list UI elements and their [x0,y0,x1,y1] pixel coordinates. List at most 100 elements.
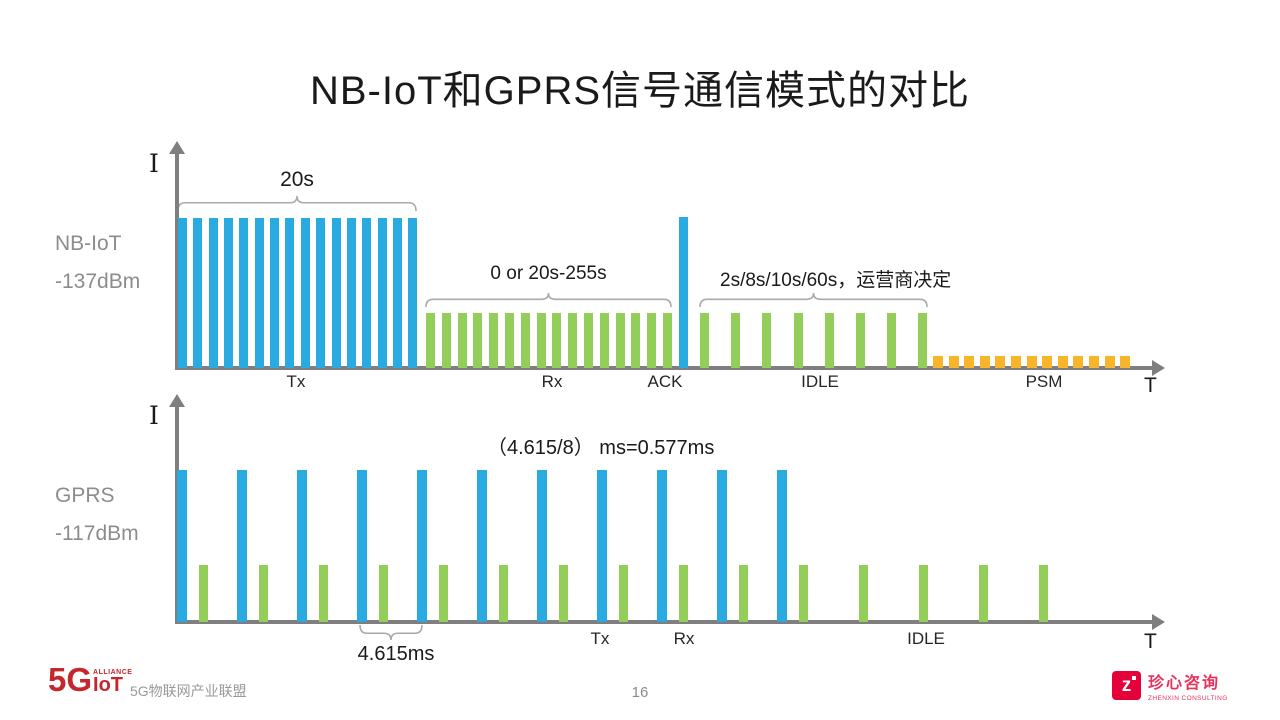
nbiot-phase-rx: Rx [541,372,563,391]
5giot-logo-5g-text: 5G [48,661,93,698]
tx-pulse [392,218,402,368]
idle-pulse [918,313,928,368]
rx-pulse [599,313,609,368]
nbiot-idle-duration-annotation: 2s/8s/10s/60s，运营商决定 [720,270,952,291]
tx-pulse [597,470,607,622]
tx-pulse [657,470,667,622]
rx-pulse [457,313,467,368]
tx-pulse [297,470,307,622]
tx-pulse [285,218,295,368]
rx-idle-pulse [379,565,388,622]
rx-pulse [489,313,499,368]
5giot-logo-iot-text: IoT [93,674,124,697]
gprs-power-label: -117dBm [55,522,139,545]
rx-idle-pulse [799,565,808,622]
tx-pulse [331,218,341,368]
tx-pulse [417,470,427,622]
ack-pulse [679,217,688,368]
rx-pulse [615,313,625,368]
zhenxin-subtitle: ZHENXIN CONSULTING [1148,695,1228,702]
nbiot-x-axis [175,366,1153,370]
rx-idle-pulse [619,565,628,622]
idle-pulse [887,313,897,368]
gprs-y-axis [175,405,179,624]
gprs-phase-tx: Tx [590,629,610,648]
rx-pulse [426,313,435,368]
idle-pulse [700,313,709,368]
rx-pulse [505,313,514,368]
rx-idle-pulse [439,565,448,622]
tx-pulse [237,470,247,622]
5giot-logo-alliance-text: ALLIANCE [93,669,133,677]
rx-idle-pulse [499,565,508,622]
rx-pulse [520,313,530,368]
tx-pulse [362,218,372,368]
zhenxin-logo-dot [1132,676,1136,680]
gprs-x-axis-label: T [1144,630,1157,653]
tx-pulse [193,218,203,368]
tx-pulse [316,218,326,368]
tx-pulse [377,218,387,368]
idle-pulse [824,313,834,368]
zhenxin-name: 珍心咨询 [1148,675,1221,692]
gprs-phase-idle: IDLE [907,629,945,648]
rx-pulse [568,313,578,368]
gprs-frame-duration-annotation: 4.615ms [357,643,435,665]
rx-idle-pulse [559,565,568,622]
rx-pulse [441,313,451,368]
gprs-y-axis-label: I [149,401,159,430]
tx-pulse [224,218,234,368]
tx-pulse [346,218,356,368]
nbiot-power-label: -137dBm [55,270,141,293]
idle-pulse [793,313,803,368]
nbiot-phase-ack: ACK [647,372,683,391]
idle-pulse [762,313,772,368]
nbiot-phase-psm: PSM [1025,372,1063,391]
gprs-slot-formula-annotation: （4.615/8） ms=0.577ms [487,437,715,459]
zhenxin-logo-text: 珍心咨询 ZHENXIN CONSULTING [1148,669,1228,702]
gprs-series-label: GPRS [55,484,115,507]
nbiot-y-axis-arrow-icon [169,141,185,154]
tx-pulse [178,218,187,368]
gprs-y-axis-arrow-icon [169,394,185,407]
tx-pulse [408,218,418,368]
gprs-phase-rx: Rx [673,629,695,648]
page-number: 16 [631,684,649,701]
5giot-logo-stack: ALLIANCE IoT [93,669,133,697]
rx-pulse [584,313,593,368]
slide-title: NB-IoT和GPRS信号通信模式的对比 [309,69,971,113]
idle-pulse [731,313,741,368]
tx-pulse [357,470,367,622]
tx-pulse [717,470,727,622]
nbiot-phase-idle: IDLE [801,372,839,391]
rx-idle-pulse [319,565,328,622]
nbiot-y-axis [175,152,179,370]
nbiot-series-label: NB-IoT [55,232,122,255]
rx-pulse [663,313,672,368]
rx-idle-pulse [859,565,868,622]
rx-idle-pulse [259,565,268,622]
tx-pulse [537,470,547,622]
nbiot-phase-tx: Tx [286,372,306,391]
rx-pulse [647,313,657,368]
gprs-x-axis [175,620,1153,624]
tx-pulse [239,218,249,368]
rx-idle-pulse [679,565,688,622]
rx-pulse [552,313,562,368]
tx-pulse [254,218,264,368]
nbiot-tx-duration-annotation: 20s [280,168,314,191]
rx-pulse [473,313,483,368]
rx-pulse [631,313,641,368]
zhenxin-logo-icon: z [1112,671,1141,700]
gprs-x-axis-arrow-icon [1152,614,1165,630]
nbiot-x-axis-arrow-icon [1152,360,1165,376]
nbiot-x-axis-label: T [1144,374,1157,397]
zhenxin-logo-letter: z [1121,674,1132,696]
rx-idle-pulse [199,565,208,622]
tx-pulse [477,470,487,622]
tx-pulse [208,218,218,368]
nbiot-rx-duration-annotation: 0 or 20s-255s [490,263,607,284]
tx-pulse [777,470,787,622]
nbiot-y-axis-label: I [149,149,159,178]
